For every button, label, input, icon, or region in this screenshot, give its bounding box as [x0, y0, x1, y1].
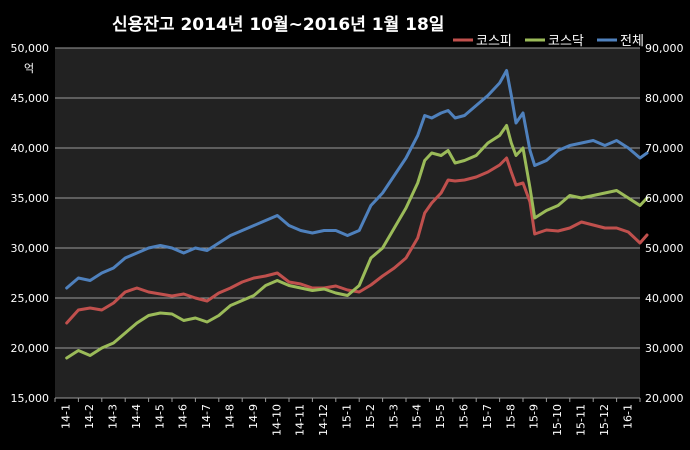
x-axis: 14-1 14-2 14-3 14-4 14-5 14-6 14-7 14-8 14-9 14-1…: [54, 397, 641, 436]
y-right-tick-label: 70,000: [645, 142, 684, 155]
x-tick-label: 15-11: [575, 404, 588, 436]
legend-label: 코스닥: [548, 34, 584, 49]
legend: 코스피 코스닥 전체: [453, 34, 644, 49]
x-tick-label: 15-6: [458, 404, 471, 429]
series-layer: [65, 69, 649, 360]
x-tick-label: 14-9: [247, 404, 260, 429]
x-tick-label: 14-3: [107, 404, 120, 429]
y-right-tick-label: 80,000: [645, 92, 684, 105]
x-tick-label: 15-4: [411, 404, 424, 429]
x-tick-label: 15-10: [551, 404, 564, 436]
x-tick-label: 14-1: [60, 404, 73, 429]
series-line-코스닥: [65, 124, 649, 360]
x-tick-label: 15-8: [504, 404, 517, 429]
x-tick-label: 14-12: [317, 404, 330, 436]
plot-area: [55, 48, 640, 398]
x-tick-label: 14-5: [153, 404, 166, 429]
y-left-tick-label: 20,000: [11, 342, 50, 355]
y-left-unit: 억: [24, 62, 34, 75]
y-left-tick-label: 30,000: [11, 242, 50, 255]
x-tick-label: 15-12: [598, 404, 611, 436]
x-tick-label: 14-10: [270, 404, 283, 436]
y-axis-left: 50,000 45,000 40,000 35,000 30,000 25,000 20,0…: [11, 42, 50, 405]
series-line-전체: [65, 69, 649, 290]
x-tick-label: 14-8: [224, 404, 237, 429]
y-right-tick-label: 60,000: [645, 192, 684, 205]
x-tick-label: 14-2: [83, 404, 96, 429]
legend-label: 전체: [620, 34, 644, 49]
y-right-tick-label: 90,000: [645, 42, 684, 55]
x-tick-label: 15-5: [434, 404, 447, 429]
y-right-tick-label: 20,000: [645, 392, 684, 405]
x-tick-label: 14-7: [200, 404, 213, 429]
x-tick-label: 15-9: [528, 404, 541, 429]
y-axis-right: 90,000 80,000 70,000 60,000 50,000 40,000 30,0…: [645, 42, 684, 405]
y-left-tick-label: 35,000: [11, 192, 50, 205]
x-tick-label: 16-1: [621, 404, 634, 429]
y-left-tick-label: 15,000: [11, 392, 50, 405]
series-line-코스피: [65, 156, 649, 325]
y-left-tick-label: 50,000: [11, 42, 50, 55]
x-tick-label: 15-3: [387, 404, 400, 429]
x-tick-label: 15-7: [481, 404, 494, 429]
chart-title: 신용잔고 2014년 10월~2016년 1월 18일: [112, 15, 444, 35]
x-tick-label: 14-4: [130, 404, 143, 429]
y-left-tick-label: 40,000: [11, 142, 50, 155]
x-tick-label: 14-6: [177, 404, 190, 429]
y-left-tick-label: 45,000: [11, 92, 50, 105]
x-tick-label: 14-11: [294, 404, 307, 436]
x-tick-label: 15-1: [341, 404, 354, 429]
x-tick-label: 15-2: [364, 404, 377, 429]
y-right-tick-label: 50,000: [645, 242, 684, 255]
y-left-tick-label: 25,000: [11, 292, 50, 305]
y-right-tick-label: 30,000: [645, 342, 684, 355]
y-right-tick-label: 40,000: [645, 292, 684, 305]
legend-label: 코스피: [476, 34, 512, 49]
